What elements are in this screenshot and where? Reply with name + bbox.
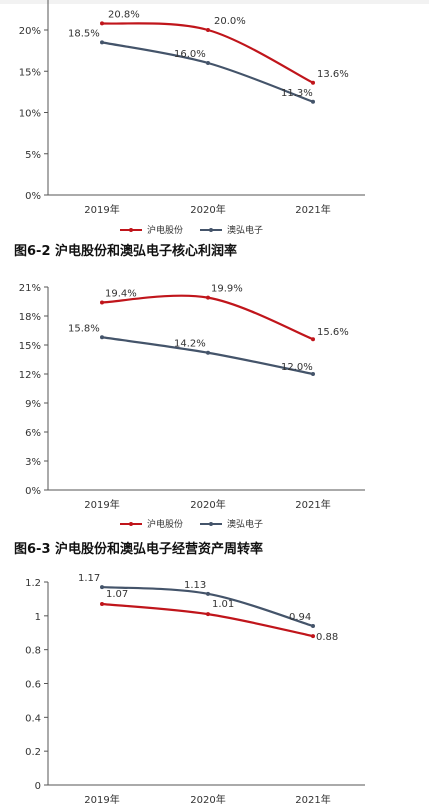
series-line-hudian <box>101 22 314 84</box>
data-point <box>311 99 315 104</box>
x-tick-label: 2020年 <box>190 203 225 216</box>
data-point <box>311 623 315 628</box>
data-point <box>206 61 210 65</box>
x-tick-label: 2021年 <box>295 793 330 806</box>
data-label: 20.0% <box>214 16 246 27</box>
data-point <box>311 337 315 342</box>
legend-label: 沪电股份 <box>147 518 183 530</box>
y-tick-label: 0.6 <box>25 680 41 691</box>
data-label: 1.07 <box>106 589 128 600</box>
y-tick-label: 0 <box>35 781 41 792</box>
data-point <box>206 295 210 300</box>
legend-marker <box>129 228 133 232</box>
y-tick-label: 0.2 <box>25 747 41 758</box>
legend-label: 澳弘电子 <box>227 518 263 530</box>
series-line-hudian <box>101 294 314 341</box>
y-tick-label: 12% <box>19 370 41 381</box>
y-tick-label: 10% <box>19 109 41 120</box>
data-label: 16.0% <box>174 49 206 60</box>
legend-marker <box>209 522 213 526</box>
data-point <box>100 300 104 305</box>
data-label: 13.6% <box>317 69 349 80</box>
data-label: 12.0% <box>281 362 313 373</box>
data-point <box>100 585 104 590</box>
chart-2-core-profit-margin: 0% 3% 6% 9% 12% 15% 18% 21% 2019年 2020年 2021年 19.4%… <box>19 283 365 530</box>
data-point <box>311 372 315 376</box>
data-label: 11.3% <box>281 88 313 99</box>
series-line-hudian <box>101 602 314 638</box>
y-tick-label: 0% <box>25 191 41 202</box>
legend-marker <box>209 228 213 232</box>
data-label: 19.9% <box>211 284 243 295</box>
data-point <box>206 591 210 596</box>
legend-label: 澳弘电子 <box>227 224 263 236</box>
x-tick-label: 2020年 <box>190 793 225 806</box>
legend-marker <box>129 522 133 526</box>
data-label: 1.01 <box>212 599 234 610</box>
data-point <box>100 601 104 606</box>
y-tick-label: 0.8 <box>25 646 41 657</box>
data-point <box>100 40 104 45</box>
y-tick-label: 20% <box>19 26 41 37</box>
data-point <box>206 612 210 617</box>
y-tick-label: 1.2 <box>25 578 41 589</box>
data-label: 15.8% <box>68 323 100 334</box>
y-tick-label: 18% <box>19 312 41 323</box>
y-tick-label: 0% <box>25 486 41 497</box>
x-tick-label: 2021年 <box>295 498 330 511</box>
top-strip <box>0 0 429 4</box>
data-label: 18.5% <box>68 28 100 39</box>
data-label: 20.8% <box>108 9 140 20</box>
y-tick-label: 5% <box>25 150 41 161</box>
y-tick-label: 0.4 <box>25 713 41 724</box>
chart-1-profit-margin: 0% 5% 10% 15% 20% 2019年 2020年 2021年 20.8% 20.0% 13… <box>19 0 365 236</box>
data-label: 0.94 <box>289 612 311 623</box>
data-point <box>100 21 104 26</box>
data-label: 14.2% <box>174 339 206 350</box>
y-tick-label: 1 <box>35 612 41 623</box>
x-tick-label: 2019年 <box>84 498 119 511</box>
data-point <box>206 350 210 355</box>
figure-title-6-2: 图6-2 沪电股份和澳弘电子核心利润率 <box>14 244 238 259</box>
data-point <box>206 28 210 32</box>
data-point <box>311 80 315 85</box>
data-point <box>100 335 104 340</box>
y-tick-label: 15% <box>19 67 41 78</box>
x-tick-label: 2020年 <box>190 498 225 511</box>
x-tick-label: 2019年 <box>84 793 119 806</box>
data-label: 1.13 <box>184 580 206 591</box>
y-tick-label: 9% <box>25 399 41 410</box>
x-tick-label: 2021年 <box>295 203 330 216</box>
y-tick-label: 21% <box>19 283 41 294</box>
y-tick-label: 15% <box>19 341 41 352</box>
y-tick-label: 6% <box>25 428 41 439</box>
x-tick-label: 2019年 <box>84 203 119 216</box>
data-label: 15.6% <box>317 327 349 338</box>
data-point <box>311 634 315 639</box>
legend-label: 沪电股份 <box>147 224 183 236</box>
chart-3-asset-turnover: 0 0.2 0.4 0.6 0.8 1 1.2 2019年 2020年 2021年 1.07 1.01… <box>25 573 365 806</box>
data-label: 19.4% <box>105 288 137 299</box>
figure-title-6-3: 图6-3 沪电股份和澳弘电子经营资产周转率 <box>14 542 264 557</box>
data-label: 1.17 <box>78 573 100 584</box>
y-tick-label: 3% <box>25 457 41 468</box>
data-label: 0.88 <box>316 632 338 643</box>
